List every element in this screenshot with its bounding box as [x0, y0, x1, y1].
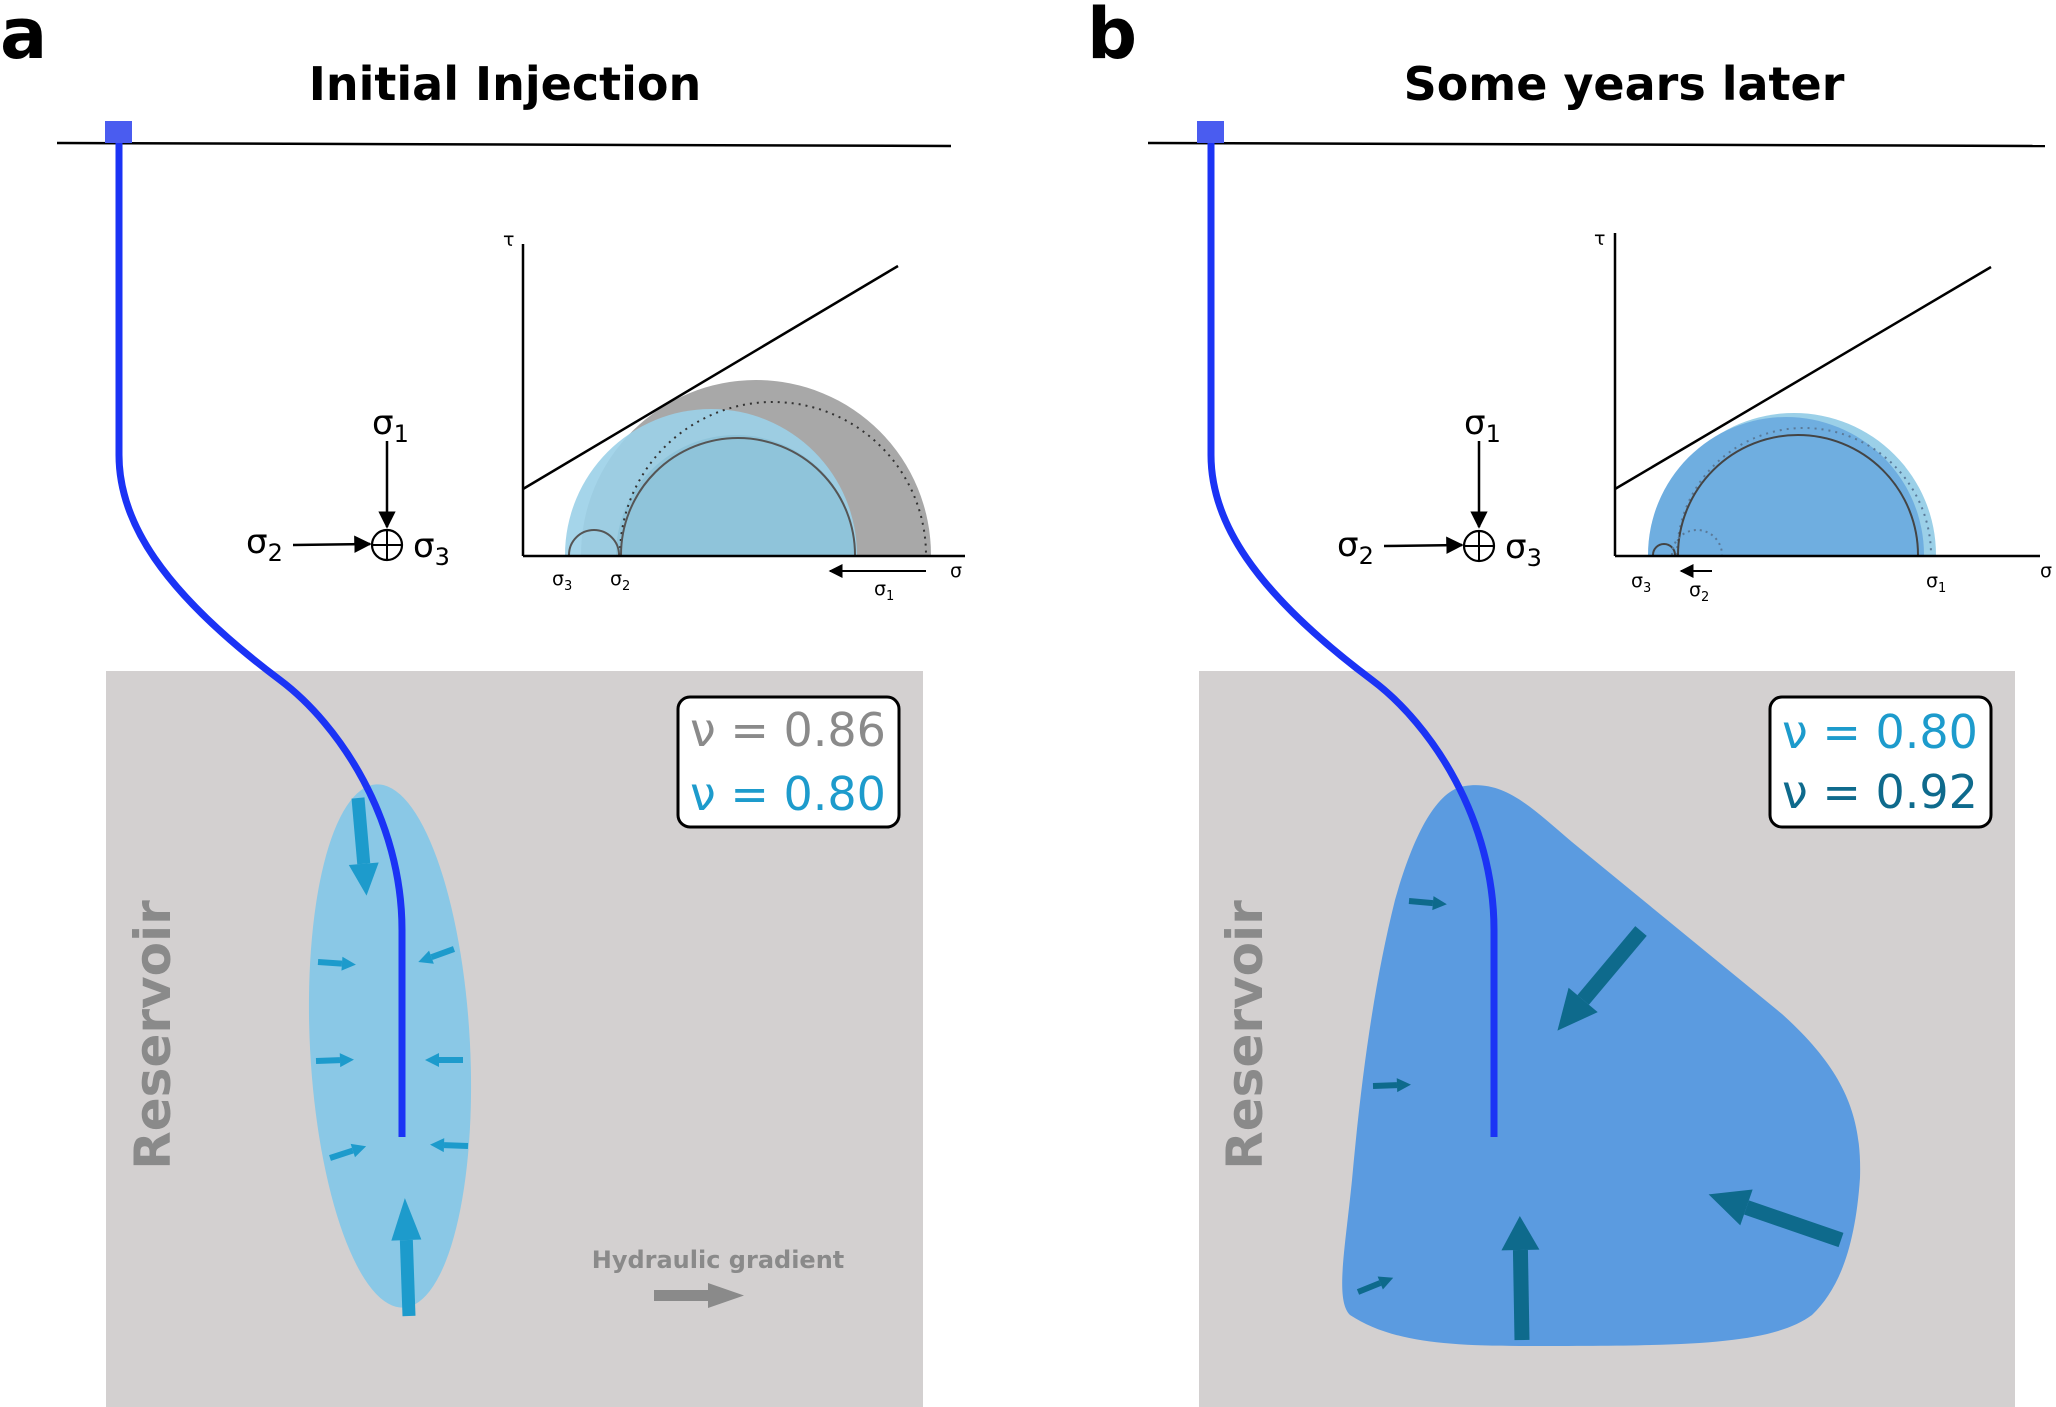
hydraulic-gradient-label: Hydraulic gradient [592, 1246, 845, 1274]
sigma1-label: σ1 [372, 403, 409, 448]
flow-arrow [1356, 1276, 1394, 1295]
sigma2-label: σ2 [246, 522, 283, 567]
mohr-circle-small [1652, 543, 1676, 555]
sigma2-label: σ2 [1337, 525, 1374, 570]
reservoir-label: Reservoir [124, 900, 182, 1170]
co2-plume [308, 784, 472, 1308]
sigma3-into-page-icon [370, 528, 404, 562]
mohr-circle-injection [616, 435, 856, 555]
mohr-sigma2-label: σ2 [1689, 579, 1709, 605]
wellhead-icon [1197, 121, 1224, 143]
mohr-diagram-b: τ σ σ3 σ2 σ1 [1594, 228, 2052, 605]
injection-well [115, 138, 406, 1137]
flow-arrow [1557, 926, 1647, 1031]
nu-value-injection: ν = 0.80 [1782, 705, 1978, 759]
panel-a: a Initial Injection Reservoir ν = 0.86 ν… [0, 0, 965, 1407]
mohr-sigma2-label: σ2 [610, 568, 630, 594]
failure-envelope [1614, 265, 1992, 491]
mohr-sigma3-label: σ3 [552, 568, 572, 594]
panel-a-letter: a [0, 0, 47, 75]
mohr-circle-outline [1677, 434, 1919, 555]
plume-arrows [315, 797, 469, 1317]
sigma2-arrow [292, 535, 372, 553]
ground-surface-line [56, 141, 952, 148]
reservoir-label: Reservoir [1216, 900, 1274, 1170]
injection-well [1207, 138, 1498, 1137]
panel-a-title: Initial Injection [309, 57, 701, 111]
ground-surface-line [1147, 141, 2046, 148]
flow-arrow [348, 797, 379, 896]
flow-arrow [317, 956, 356, 971]
stress-orientation: σ1 σ2 σ3 [1337, 403, 1542, 572]
sigma1-label: σ1 [1464, 403, 1501, 448]
flow-arrow [430, 1138, 469, 1153]
hydraulic-gradient-arrow [654, 1283, 744, 1308]
failure-envelope [522, 264, 899, 491]
mohr-circle-dotted [619, 401, 927, 555]
sigma-axis-label: σ [2040, 560, 2052, 582]
sigma3-label: σ3 [413, 526, 450, 571]
flow-arrow [418, 946, 456, 964]
flow-arrow [1408, 896, 1447, 911]
panel-b-letter: b [1087, 0, 1137, 75]
sigma2-arrow [1383, 536, 1464, 554]
mohr-sigma3-label: σ3 [1631, 570, 1651, 596]
sigma3-into-page-icon [1462, 529, 1496, 563]
flow-arrow [1708, 1189, 1844, 1248]
stress-orientation: σ1 σ2 σ3 [246, 403, 450, 571]
tau-axis-label: τ [503, 229, 514, 251]
flow-arrow [391, 1198, 422, 1317]
sigma3-label: σ3 [1505, 527, 1542, 572]
flow-arrow [329, 1143, 367, 1161]
wellhead-icon [105, 121, 132, 143]
mohr-circle-later [1648, 417, 1924, 555]
nu-value-later: ν = 0.92 [1782, 765, 1978, 819]
tau-axis-label: τ [1594, 228, 1605, 250]
nu-value-initial: ν = 0.86 [690, 703, 886, 757]
flow-arrow [1372, 1078, 1411, 1093]
nu-value-injection: ν = 0.80 [690, 767, 886, 821]
mohr-diagram-a: τ σ σ3 σ2 σ1 [503, 229, 965, 604]
flow-arrow [425, 1053, 463, 1067]
mohr-sigma1-label: σ1 [874, 578, 894, 604]
flow-arrow [1501, 1216, 1540, 1341]
mohr-circle-outline [620, 437, 856, 555]
panel-b-title: Some years later [1404, 57, 1845, 111]
plume-arrows [1356, 896, 1844, 1341]
mohr-circle-small [568, 529, 620, 555]
flow-arrow [315, 1053, 354, 1068]
mohr-circle-small-dotted [1671, 529, 1723, 555]
sigma-axis-label: σ [950, 560, 962, 582]
panel-b: b Some years later Reservoir ν = 0.80 ν … [1087, 0, 2052, 1407]
nu-box [1768, 695, 1993, 829]
mohr-sigma1-label: σ1 [1926, 570, 1946, 596]
nu-box [676, 695, 901, 829]
